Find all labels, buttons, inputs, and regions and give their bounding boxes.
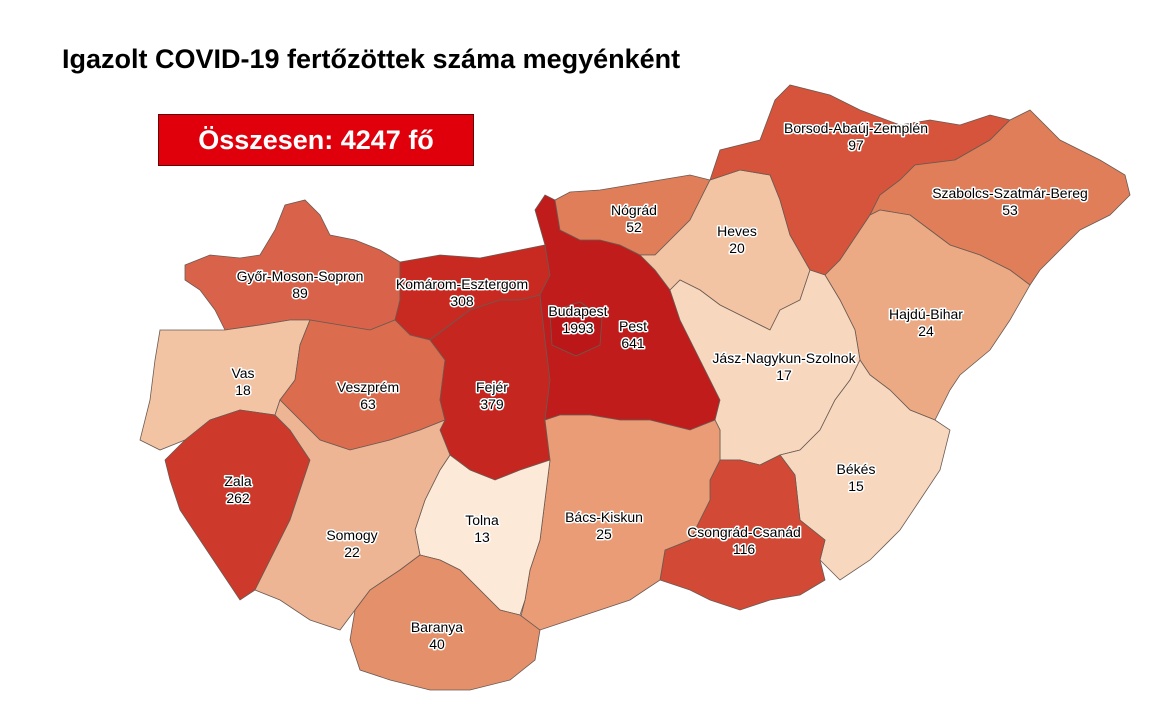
map-title: Igazolt COVID-19 fertőzöttek száma megyé…: [62, 44, 681, 74]
county-value-label: 20: [729, 240, 745, 256]
county-name-label: Veszprém: [337, 379, 399, 395]
county-value-label: 379: [480, 396, 504, 412]
county-name-label: Zala: [224, 473, 251, 489]
county-bekes: [779, 359, 951, 581]
county-value-label: 22: [344, 544, 360, 560]
county-name-label: Hajdú-Bihar: [889, 306, 963, 322]
county-name-label: Vas: [231, 365, 254, 381]
county-value-label: 308: [450, 293, 474, 309]
county-value-label: 40: [429, 636, 445, 652]
county-name-label: Fejér: [476, 379, 508, 395]
county-value-label: 53: [1002, 202, 1018, 218]
county-name-label: Bács-Kiskun: [565, 509, 643, 525]
county-name-label: Budapest: [548, 303, 607, 319]
county-value-label: 15: [848, 478, 864, 494]
county-name-label: Somogy: [326, 527, 377, 543]
county-budapest: [549, 301, 603, 357]
county-value-label: 25: [596, 526, 612, 542]
county-value-label: 24: [918, 323, 934, 339]
county-name-label: Heves: [717, 223, 757, 239]
county-name-label: Nógrád: [611, 202, 657, 218]
county-baranya: [349, 554, 541, 691]
county-name-label: Békés: [837, 461, 876, 477]
county-value-label: 116: [733, 541, 756, 557]
county-name-label: Borsod-Abaúj-Zemplén: [784, 120, 928, 136]
county-value-label: 52: [626, 219, 642, 235]
county-value-label: 13: [474, 529, 490, 545]
county-name-label: Győr-Moson-Sopron: [237, 268, 364, 284]
county-value-label: 262: [226, 490, 250, 506]
county-value-label: 89: [292, 285, 308, 301]
county-name-label: Baranya: [411, 619, 463, 635]
county-gyor-moson-sopron: [184, 199, 401, 331]
county-name-label: Komárom-Esztergom: [396, 276, 528, 292]
county-name-label: Jász-Nagykun-Szolnok: [712, 350, 856, 366]
county-value-label: 1993: [562, 320, 593, 336]
county-value-label: 63: [360, 396, 376, 412]
county-value-label: 641: [621, 335, 645, 351]
total-cases-badge: Összesen: 4247 fő: [158, 114, 474, 166]
county-value-label: 17: [776, 367, 792, 383]
county-value-label: 97: [848, 137, 864, 153]
county-name-label: Csongrád-Csanád: [687, 524, 801, 540]
county-name-label: Szabolcs-Szatmár-Bereg: [932, 185, 1088, 201]
county-value-label: 18: [235, 382, 251, 398]
county-szabolcs-szatmar-bereg: [869, 109, 1131, 286]
county-name-label: Pest: [619, 318, 647, 334]
county-name-label: Tolna: [465, 512, 499, 528]
